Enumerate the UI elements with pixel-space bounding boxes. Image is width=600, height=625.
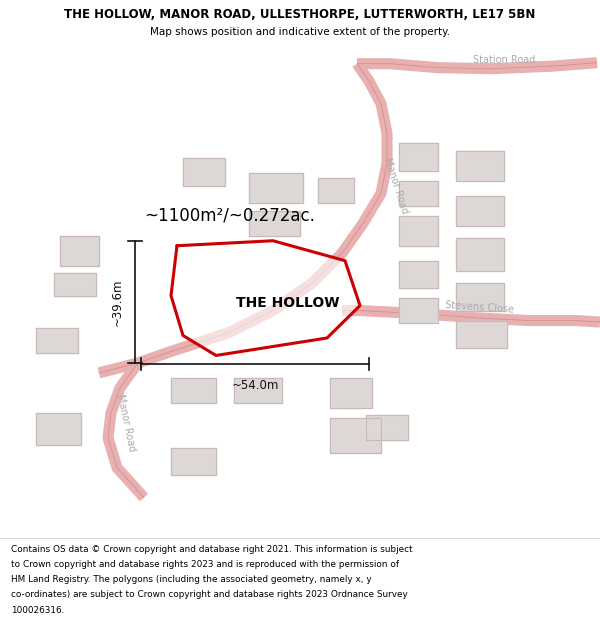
Polygon shape — [456, 283, 504, 311]
Polygon shape — [399, 298, 438, 323]
Text: Contains OS data © Crown copyright and database right 2021. This information is : Contains OS data © Crown copyright and d… — [11, 544, 412, 554]
Text: ~39.6m: ~39.6m — [111, 278, 124, 326]
Polygon shape — [171, 378, 216, 403]
Text: 100026316.: 100026316. — [11, 606, 64, 615]
Polygon shape — [399, 216, 438, 246]
Text: co-ordinates) are subject to Crown copyright and database rights 2023 Ordnance S: co-ordinates) are subject to Crown copyr… — [11, 591, 407, 599]
Polygon shape — [330, 418, 381, 452]
Polygon shape — [456, 196, 504, 226]
Polygon shape — [183, 159, 225, 186]
Text: Stevens Close: Stevens Close — [445, 300, 515, 314]
Text: HM Land Registry. The polygons (including the associated geometry, namely x, y: HM Land Registry. The polygons (includin… — [11, 575, 371, 584]
Polygon shape — [171, 448, 216, 475]
Text: Map shows position and indicative extent of the property.: Map shows position and indicative extent… — [150, 27, 450, 37]
Polygon shape — [330, 378, 372, 408]
Polygon shape — [249, 211, 300, 236]
Text: to Crown copyright and database rights 2023 and is reproduced with the permissio: to Crown copyright and database rights 2… — [11, 560, 399, 569]
Polygon shape — [36, 412, 81, 445]
Text: THE HOLLOW, MANOR ROAD, ULLESTHORPE, LUTTERWORTH, LE17 5BN: THE HOLLOW, MANOR ROAD, ULLESTHORPE, LUT… — [64, 8, 536, 21]
Polygon shape — [60, 236, 99, 266]
Polygon shape — [234, 378, 282, 403]
Polygon shape — [399, 144, 438, 171]
Text: Manor Road: Manor Road — [382, 157, 410, 215]
Polygon shape — [366, 415, 408, 440]
Text: ~1100m²/~0.272ac.: ~1100m²/~0.272ac. — [144, 207, 315, 225]
Polygon shape — [456, 238, 504, 271]
Text: THE HOLLOW: THE HOLLOW — [236, 296, 340, 310]
Text: ~54.0m: ~54.0m — [232, 379, 278, 392]
Polygon shape — [456, 321, 507, 348]
Polygon shape — [399, 261, 438, 288]
Polygon shape — [399, 181, 438, 206]
Polygon shape — [171, 241, 360, 356]
Text: Manor Road: Manor Road — [115, 393, 137, 452]
Polygon shape — [249, 173, 303, 203]
Polygon shape — [456, 151, 504, 181]
Polygon shape — [36, 328, 78, 353]
Polygon shape — [54, 273, 96, 296]
Text: Station Road: Station Road — [473, 55, 535, 65]
Polygon shape — [318, 178, 354, 203]
